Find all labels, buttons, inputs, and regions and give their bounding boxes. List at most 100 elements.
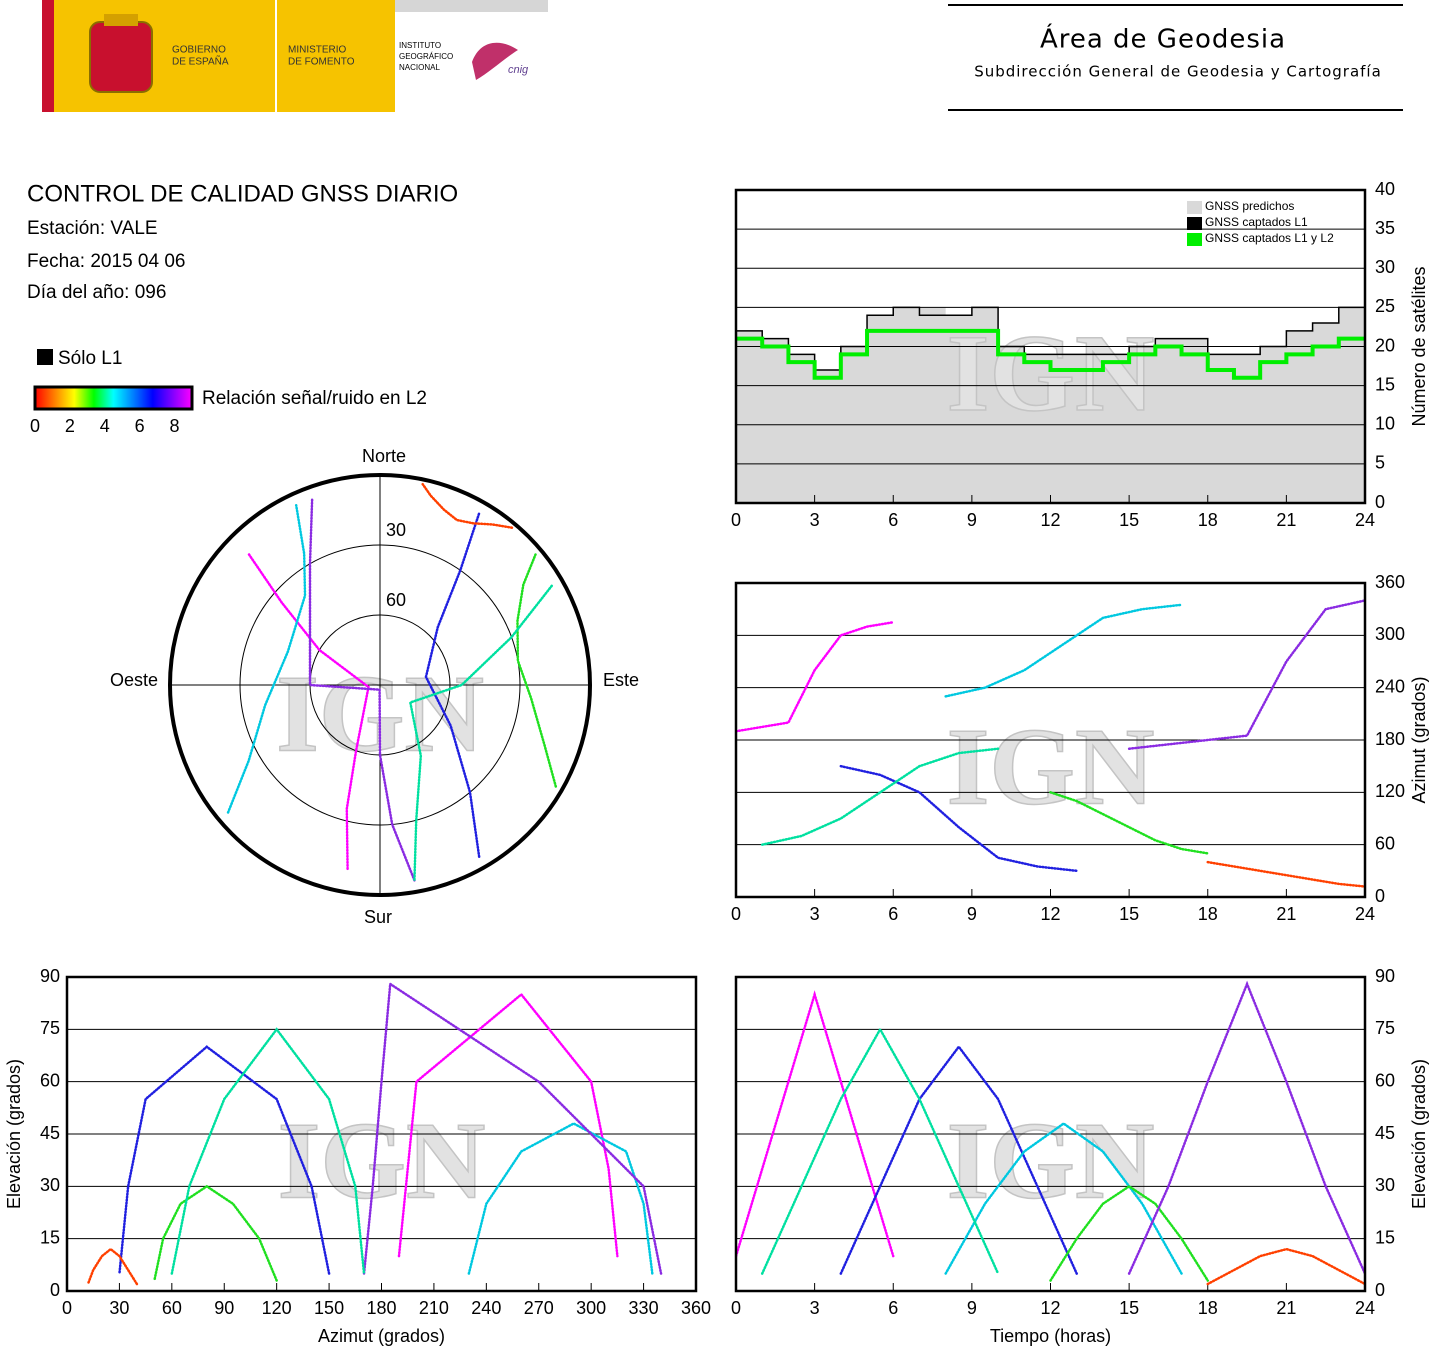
satellite-track bbox=[362, 981, 663, 1275]
satellite-track bbox=[839, 764, 1078, 873]
plot-frame bbox=[734, 188, 1367, 505]
x-tick-label: 12 bbox=[1040, 1298, 1060, 1318]
legend-label: GNSS captados L1 y L2 bbox=[1205, 231, 1334, 245]
y-tick-label: 30 bbox=[1375, 1175, 1395, 1195]
y-tick-label: 120 bbox=[1375, 781, 1405, 801]
satellite-track bbox=[246, 551, 370, 871]
y-tick-label: 15 bbox=[1375, 1227, 1395, 1247]
y-tick-label: 35 bbox=[1375, 218, 1395, 238]
x-tick-label: 3 bbox=[810, 904, 820, 924]
x-tick-label: 180 bbox=[366, 1298, 396, 1318]
y-tick-label: 15 bbox=[1375, 374, 1395, 394]
satellite-track bbox=[153, 1184, 278, 1282]
satellite-track bbox=[1206, 860, 1365, 888]
satellite-track bbox=[516, 553, 558, 788]
satellite-track bbox=[760, 1026, 1000, 1275]
logo-text: DE ESPAÑA bbox=[172, 55, 229, 68]
plot-frame bbox=[65, 975, 698, 1293]
x-tick-label: 90 bbox=[214, 1298, 234, 1318]
colorbar-tick-label: 6 bbox=[135, 416, 145, 436]
x-tick-label: 3 bbox=[810, 510, 820, 530]
x-tick-label: 0 bbox=[731, 510, 741, 530]
satellite-track bbox=[760, 747, 1000, 846]
x-tick-label: 150 bbox=[314, 1298, 344, 1318]
crest bbox=[89, 21, 153, 93]
x-tick-label: 120 bbox=[262, 1298, 292, 1318]
y-axis-label: Elevación (grados) bbox=[4, 1059, 24, 1209]
x-tick-label: 330 bbox=[629, 1298, 659, 1318]
flag-stripe bbox=[42, 0, 54, 112]
legend-label: GNSS predichos bbox=[1205, 199, 1294, 213]
satellite-track bbox=[421, 482, 514, 529]
x-tick-label: 12 bbox=[1040, 904, 1060, 924]
x-tick-label: 15 bbox=[1119, 1298, 1139, 1318]
x-tick-label: 21 bbox=[1276, 904, 1296, 924]
horizon bbox=[168, 473, 592, 897]
x-tick-label: 24 bbox=[1355, 510, 1375, 530]
x-tick-label: 24 bbox=[1355, 1298, 1375, 1318]
x-axis-label: Tiempo (horas) bbox=[990, 1326, 1111, 1346]
legend-swatch bbox=[1187, 201, 1202, 214]
colorbar-tick-label: 4 bbox=[100, 416, 110, 436]
station: Estación: VALE bbox=[27, 218, 158, 239]
x-tick-label: 6 bbox=[888, 904, 898, 924]
satellite-track bbox=[424, 511, 481, 859]
satellite-track bbox=[226, 503, 307, 814]
x-tick-label: 0 bbox=[731, 904, 741, 924]
x-tick-label: 21 bbox=[1276, 1298, 1296, 1318]
only-l1-label: Sólo L1 bbox=[58, 348, 122, 369]
x-tick-label: 15 bbox=[1119, 904, 1139, 924]
satellite-track bbox=[408, 584, 554, 882]
area-title: Área de Geodesia bbox=[1040, 23, 1286, 55]
legend-swatch bbox=[1187, 217, 1202, 230]
satellite-track bbox=[1049, 1184, 1209, 1282]
logo-text: MINISTERIO bbox=[288, 45, 347, 56]
date: Fecha: 2015 04 06 bbox=[27, 251, 185, 272]
y-tick-label: 25 bbox=[1375, 296, 1395, 316]
elevation-circle bbox=[239, 544, 521, 826]
y-axis-label: Número de satélites bbox=[1409, 266, 1429, 426]
direction-label: Sur bbox=[364, 907, 392, 927]
y-tick-label: 60 bbox=[1375, 833, 1395, 853]
y-tick-label: 75 bbox=[40, 1018, 60, 1038]
x-tick-label: 15 bbox=[1119, 510, 1139, 530]
logo-text: GOBIERNO bbox=[172, 45, 226, 56]
y-tick-label: 40 bbox=[1375, 179, 1395, 199]
plot-frame bbox=[734, 581, 1367, 899]
flag-stripe bbox=[54, 0, 66, 112]
y-tick-label: 300 bbox=[1375, 624, 1405, 644]
x-tick-label: 30 bbox=[109, 1298, 129, 1318]
y-tick-label: 20 bbox=[1375, 335, 1395, 355]
ministry-block bbox=[277, 0, 395, 112]
y-tick-label: 240 bbox=[1375, 676, 1405, 696]
y-tick-label: 90 bbox=[1375, 966, 1395, 986]
satellite-track bbox=[1206, 1247, 1365, 1286]
x-tick-label: 270 bbox=[524, 1298, 554, 1318]
x-tick-label: 360 bbox=[681, 1298, 711, 1318]
y-tick-label: 45 bbox=[40, 1123, 60, 1143]
x-tick-label: 6 bbox=[888, 510, 898, 530]
report-title: CONTROL DE CALIDAD GNSS DIARIO bbox=[27, 180, 458, 207]
satellite-track bbox=[1049, 791, 1209, 855]
x-tick-label: 240 bbox=[471, 1298, 501, 1318]
direction-label: Norte bbox=[362, 446, 406, 466]
x-tick-label: 21 bbox=[1276, 510, 1296, 530]
y-tick-label: 0 bbox=[50, 1280, 60, 1300]
area-subtitle: Subdirección General de Geodesia y Carto… bbox=[974, 63, 1382, 81]
colorbar bbox=[33, 385, 194, 411]
watermark: IGN bbox=[947, 705, 1155, 827]
r-tick-label: 30 bbox=[386, 520, 406, 540]
only-l1-swatch bbox=[37, 349, 53, 365]
y-tick-label: 60 bbox=[1375, 1070, 1395, 1090]
y-tick-label: 15 bbox=[40, 1227, 60, 1247]
satellite-track bbox=[118, 1045, 331, 1275]
x-tick-label: 60 bbox=[162, 1298, 182, 1318]
satellite-track bbox=[736, 990, 895, 1258]
y-tick-label: 60 bbox=[40, 1070, 60, 1090]
logo-text: DE FOMENTO bbox=[288, 57, 355, 68]
x-tick-label: 9 bbox=[967, 1298, 977, 1318]
plot-frame bbox=[734, 975, 1367, 1293]
satellite-track bbox=[86, 1247, 139, 1286]
satellite-track bbox=[839, 1044, 1078, 1275]
satellite-track bbox=[1127, 980, 1365, 1275]
